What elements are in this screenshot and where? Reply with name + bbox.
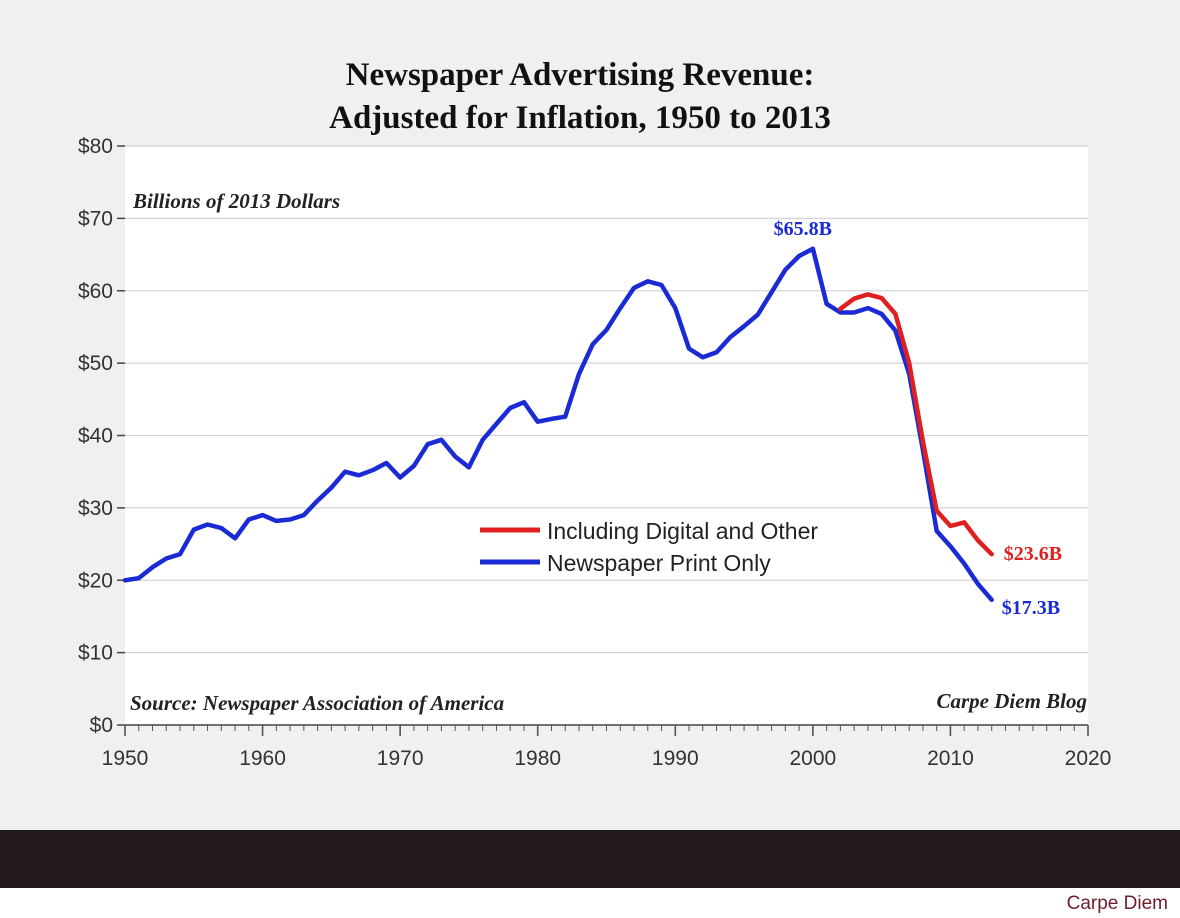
y-tick-label-1: $10: [78, 642, 113, 665]
x-tick-label-5: 2000: [789, 747, 836, 770]
blog-note: Carpe Diem Blog: [937, 689, 1088, 713]
x-tick-label-7: 2020: [1065, 747, 1112, 770]
y-tick-label-7: $70: [78, 207, 113, 230]
y-tick-label-6: $60: [78, 280, 113, 303]
axes: $0 $10 $20 $30 $40 $50 $60 $70 $80 1950 1960 1970 19…: [78, 135, 1111, 770]
series-line-0: [838, 292, 994, 557]
x-tick-label-4: 1990: [652, 747, 699, 770]
y-tick-label-5: $50: [78, 352, 113, 375]
x-tick-label-3: 1980: [514, 747, 561, 770]
legend: Including Digital and Other Newspaper Pr…: [480, 518, 818, 576]
x-tick-label-6: 2010: [927, 747, 974, 770]
peak-value-label: $65.8B: [774, 218, 832, 240]
footer-bar: [0, 830, 1180, 888]
y-tick-label-3: $30: [78, 497, 113, 520]
y-axis-label: Billions of 2013 Dollars: [132, 189, 340, 213]
y-tick-label-4: $40: [78, 425, 113, 448]
series-lines: [122, 246, 994, 603]
chart-title-line-1: Newspaper Advertising Revenue:: [346, 57, 815, 93]
y-tick-label-0: $0: [90, 714, 113, 737]
end-print-value-label: $17.3B: [1002, 597, 1060, 619]
chart-title-line-2: Adjusted for Inflation, 1950 to 2013: [329, 100, 831, 136]
chart-panel: Newspaper Advertising Revenue: Adjusted …: [0, 0, 1180, 830]
line-chart: Newspaper Advertising Revenue: Adjusted …: [78, 57, 1111, 770]
x-tick-label-0: 1950: [102, 747, 149, 770]
source-note: Source: Newspaper Association of America: [130, 691, 504, 715]
legend-label-print: Newspaper Print Only: [547, 550, 771, 576]
footer-brand[interactable]: Carpe Diem: [1066, 893, 1168, 914]
y-tick-label-2: $20: [78, 569, 113, 592]
grid-lines: [125, 145, 1088, 654]
end-digital-value-label: $23.6B: [1004, 543, 1062, 565]
legend-label-digital: Including Digital and Other: [547, 518, 818, 544]
x-tick-label-1: 1960: [239, 747, 286, 770]
series-line-1: [122, 246, 994, 603]
x-tick-label-2: 1970: [377, 747, 424, 770]
y-tick-label-8: $80: [78, 135, 113, 158]
